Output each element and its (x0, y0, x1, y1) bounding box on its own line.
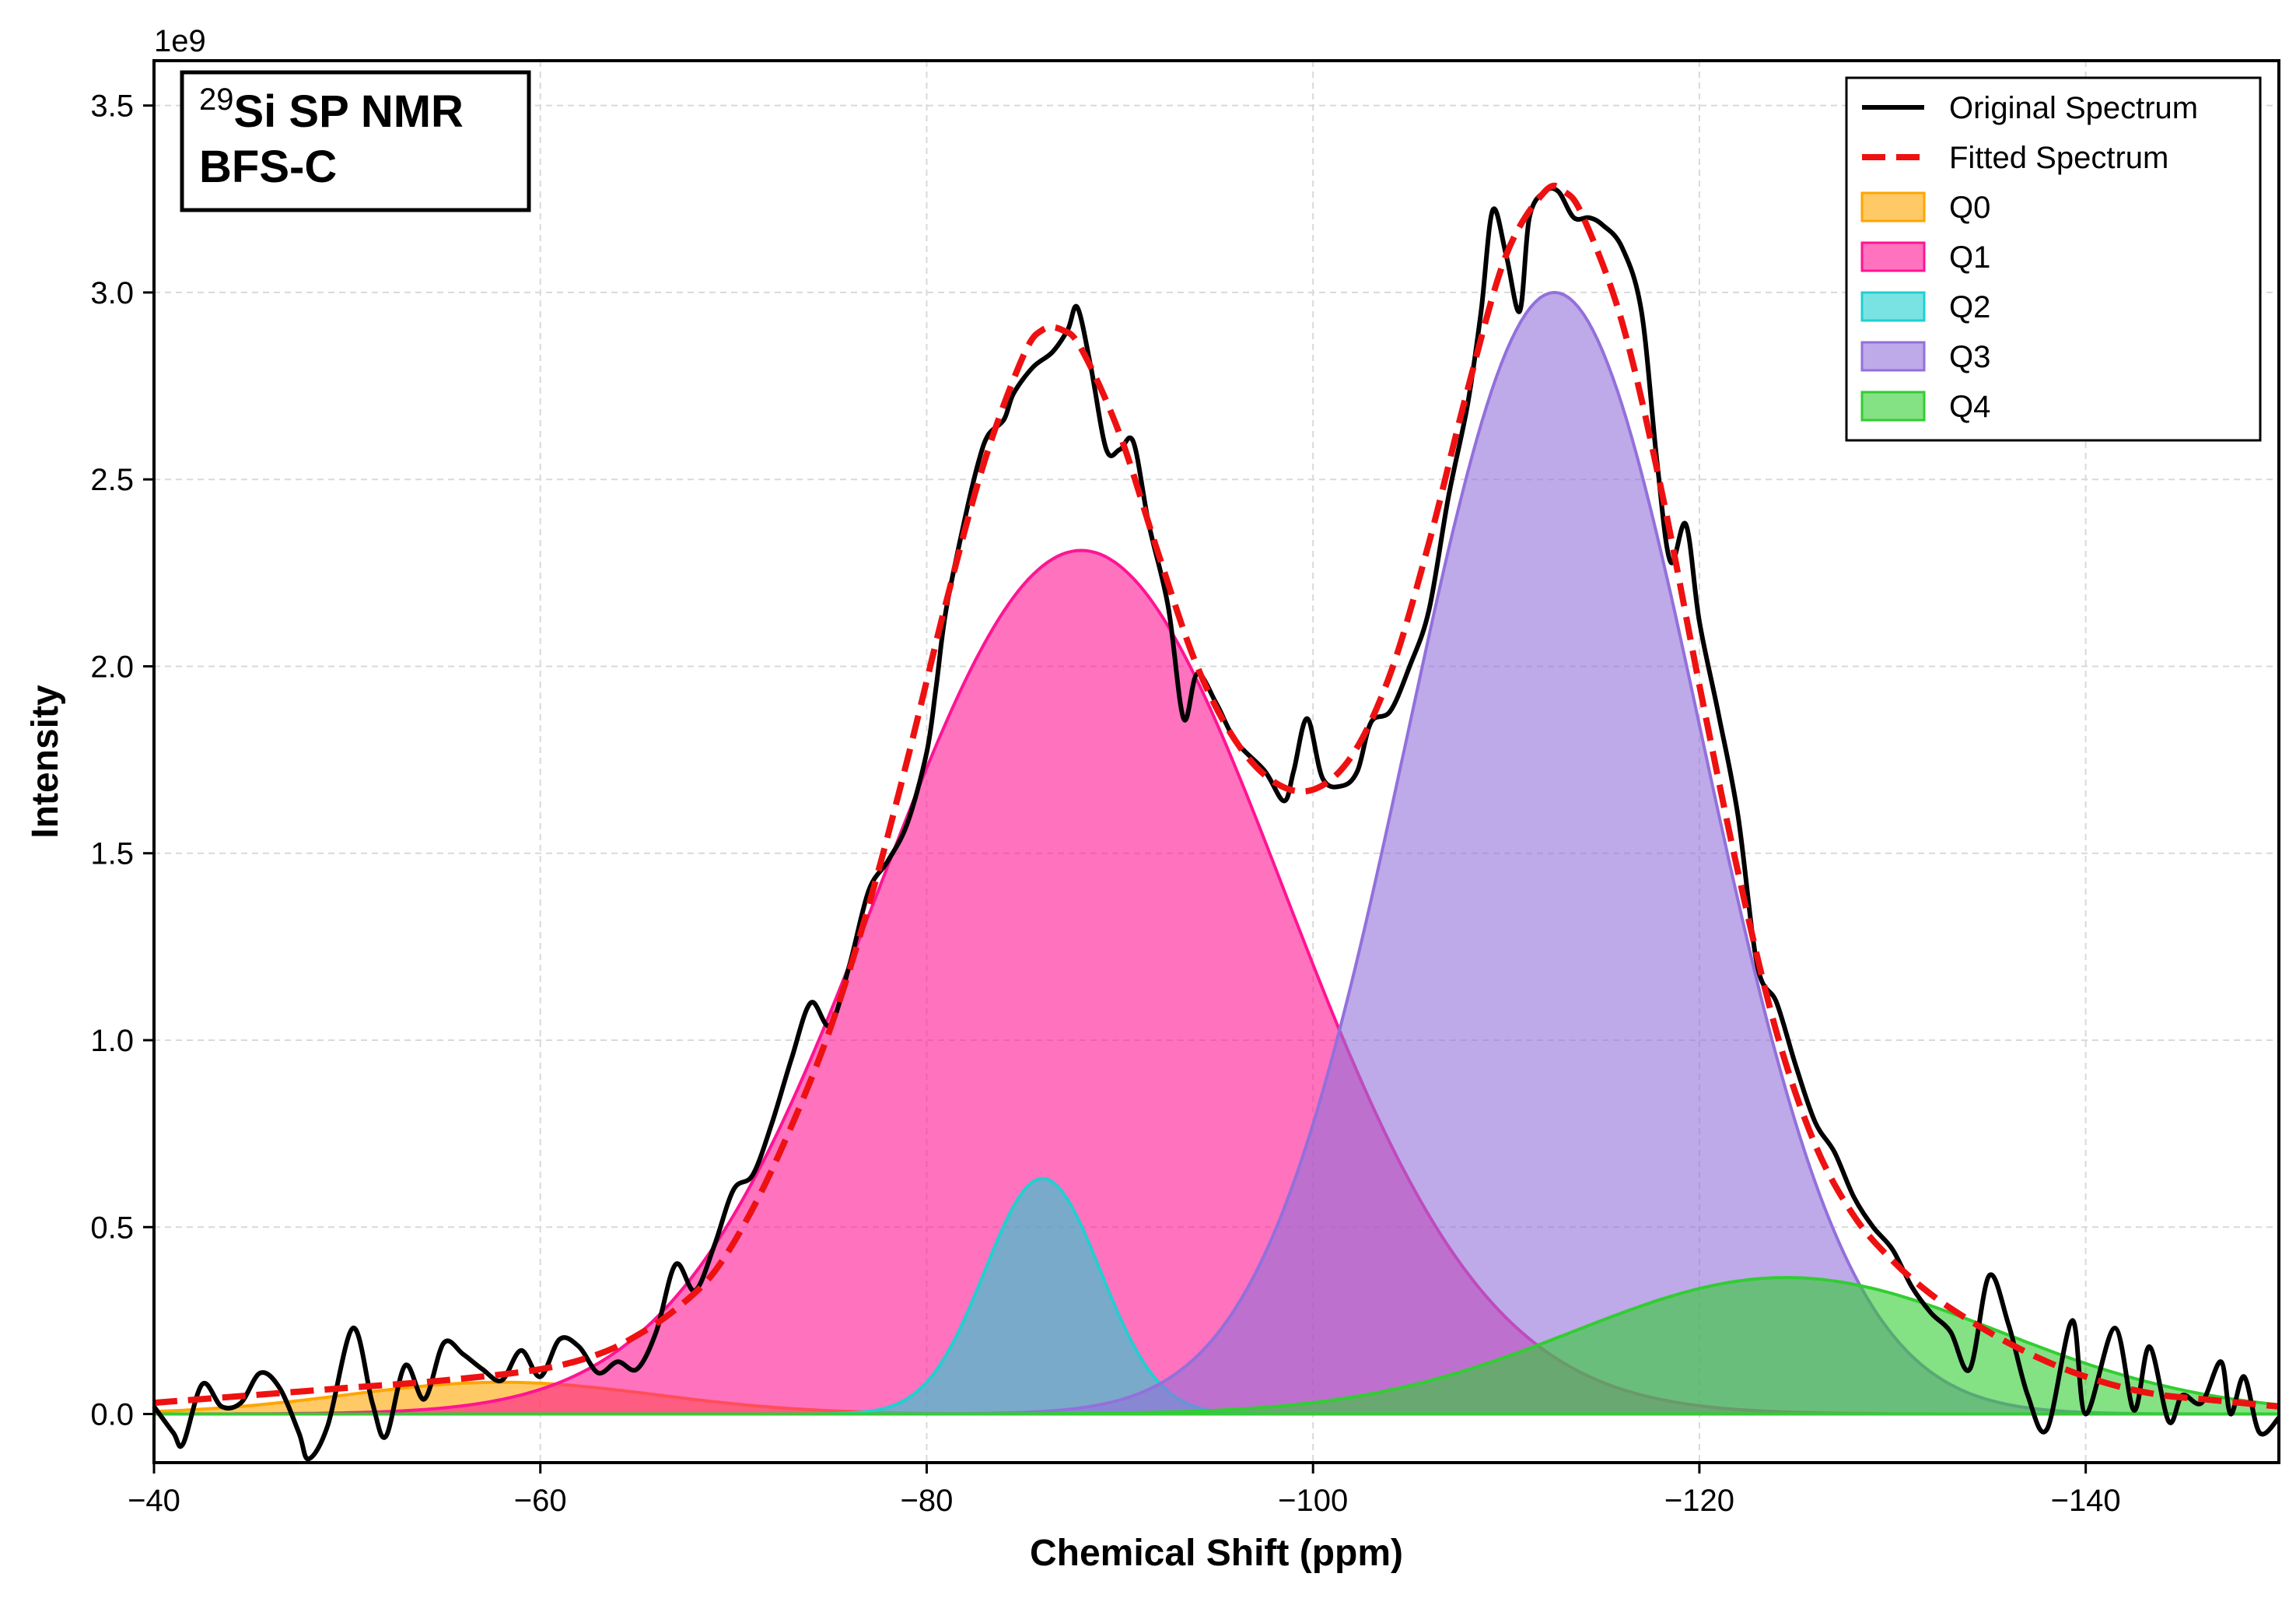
spectrum-lines (152, 182, 2281, 1462)
y-offset-text: 1e9 (154, 24, 206, 58)
y-tick-label: 3.5 (90, 89, 134, 124)
x-tick-label: −100 (1278, 1484, 1348, 1518)
y-tick-label: 0.5 (90, 1211, 134, 1245)
legend-label: Q3 (1949, 340, 1990, 374)
axis-ticks: −40 −60 −80 −100 −120 −140 0.0 0.5 1.0 1.5 2.0 2.5 3… (90, 89, 2120, 1518)
y-tick-label: 0.0 (90, 1398, 134, 1432)
legend-swatch-q4 (1860, 391, 1926, 422)
x-tick-label: −140 (2051, 1484, 2121, 1518)
annotation-superscript: 29 (199, 82, 234, 117)
legend-swatch-q1 (1860, 241, 1926, 272)
annotation-box (180, 70, 531, 212)
legend-swatch-q2 (1860, 291, 1926, 322)
legend-label: Q2 (1949, 290, 1990, 324)
component-q4 (152, 1276, 2280, 1416)
legend-swatch-q0 (1860, 191, 1926, 223)
legend-label: Q0 (1949, 191, 1990, 225)
y-tick-label: 1.0 (90, 1024, 134, 1058)
legend-label: Q4 (1949, 390, 1990, 424)
y-tick-label: 2.0 (90, 650, 134, 684)
x-tick-label: −120 (1664, 1484, 1734, 1518)
sample-annotation: 29Si SP NMR BFS-C (180, 70, 531, 212)
component-fills (152, 290, 2280, 1416)
legend-label: Fitted Spectrum (1949, 141, 2168, 175)
y-tick-label: 3.0 (90, 276, 134, 310)
plot-frame (152, 59, 2280, 1464)
legend-label: Original Spectrum (1949, 91, 2198, 125)
original-spectrum-line (152, 186, 2281, 1462)
legend-label: Q1 (1949, 240, 1990, 275)
legend: Original Spectrum Fitted Spectrum Q0 Q1 Q2 Q3… (1845, 76, 2262, 442)
fitted-spectrum-line (153, 182, 2280, 1410)
annotation-line-2: BFS-C (199, 142, 337, 192)
x-axis-label: Chemical Shift (ppm) (1030, 1533, 1403, 1574)
legend-swatch-q3 (1860, 341, 1926, 372)
annotation-line-1: 29Si SP NMR (199, 82, 464, 137)
y-tick-label: 2.5 (90, 463, 134, 497)
x-tick-label: −60 (514, 1484, 567, 1518)
x-tick-label: −80 (901, 1484, 954, 1518)
y-axis-label: Intensity (25, 685, 66, 839)
annotation-title: Si SP NMR (234, 86, 464, 137)
y-tick-label: 1.5 (90, 837, 134, 871)
x-tick-label: −40 (128, 1484, 180, 1518)
